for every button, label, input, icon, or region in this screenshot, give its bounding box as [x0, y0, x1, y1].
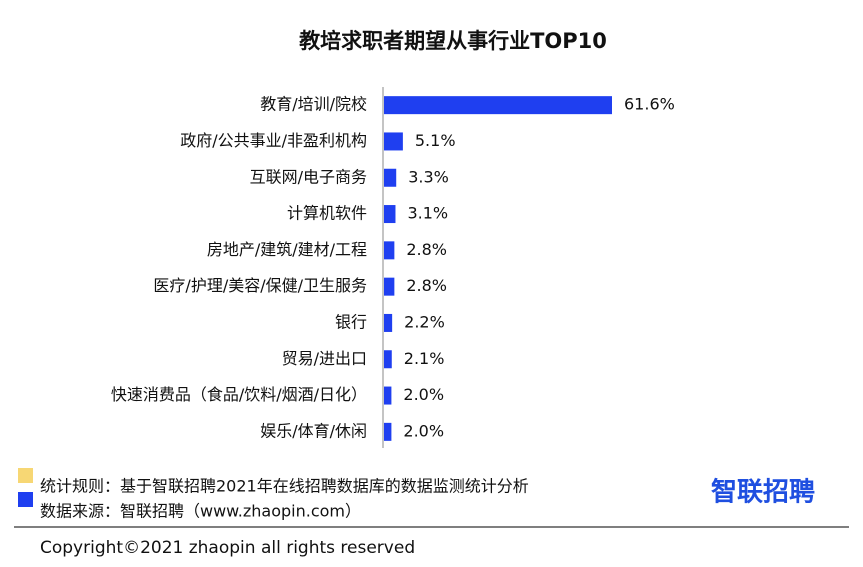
value-label: 2.8% [406, 240, 447, 259]
value-label: 2.0% [403, 421, 444, 440]
bar [384, 205, 396, 224]
value-label: 2.0% [403, 385, 444, 404]
bar [384, 422, 392, 441]
category-label: 娱乐/体育/休闲 [260, 421, 367, 440]
category-label: 银行 [335, 312, 367, 331]
note-marker [18, 468, 33, 483]
category-label: 房地产/建筑/建材/工程 [207, 240, 367, 259]
category-label: 快速消费品（食品/饮料/烟酒/日化） [111, 385, 367, 404]
note: 统计规则：基于智联招聘2021年在线招聘数据库的数据监测统计分析 [40, 477, 529, 496]
note: 数据来源：智联招聘（www.zhaopin.com） [40, 502, 361, 521]
value-label: 2.1% [404, 349, 445, 368]
logo: 智联招聘 [711, 478, 815, 508]
value-label: 5.1% [415, 131, 456, 150]
bar [384, 241, 395, 260]
value-label: 2.2% [404, 312, 445, 331]
bar [384, 277, 395, 296]
bar [384, 350, 392, 369]
category-label: 教育/培训/院校 [260, 95, 367, 114]
category-label: 贸易/进出口 [282, 349, 367, 368]
category-label: 互联网/电子商务 [250, 167, 367, 186]
bar [384, 168, 397, 187]
category-label: 医疗/护理/美容/保健/卫生服务 [153, 276, 367, 295]
bar [384, 96, 612, 115]
note-marker [18, 492, 33, 507]
chart-title: 教培求职者期望从事行业TOP10 [299, 29, 607, 53]
value-label: 2.8% [406, 276, 447, 295]
value-label: 3.3% [408, 167, 449, 186]
bar [384, 132, 403, 151]
value-label: 61.6% [624, 95, 675, 114]
bar [384, 313, 393, 332]
value-label: 3.1% [407, 204, 448, 223]
bar [384, 386, 392, 405]
category-label: 计算机软件 [287, 204, 367, 223]
copyright: Copyright©2021 zhaopin all rights reserv… [40, 538, 415, 558]
category-label: 政府/公共事业/非盈利机构 [180, 131, 367, 150]
